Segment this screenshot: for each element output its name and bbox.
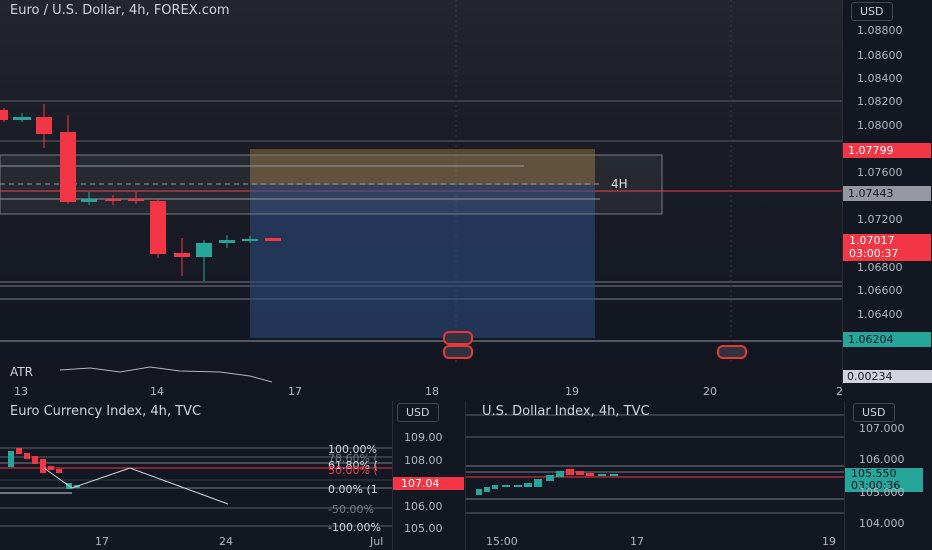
time-axis[interactable]: 13 14 17 18 19 20 2 xyxy=(0,383,842,401)
price-tick: 104.000 xyxy=(859,517,905,530)
fib-label: -100.00% xyxy=(328,521,381,534)
usd-price-axis[interactable]: USD 107.000 106.000 105.550 03:00:36 105… xyxy=(844,401,932,550)
current-dash-label: 1.07443 xyxy=(843,186,931,201)
time-label: Jul xyxy=(370,535,384,548)
time-label: 17 xyxy=(95,535,109,548)
last-price-label: 1.07017 03:00:37 xyxy=(843,234,931,261)
fib-label: 78.60% ( xyxy=(328,452,378,465)
price-tick: 1.08800 xyxy=(857,24,903,37)
atr-label[interactable]: ATR xyxy=(10,365,33,379)
usd-index-title[interactable]: U.S. Dollar Index, 4h, TVC xyxy=(482,404,650,419)
atr-pane[interactable]: ATR xyxy=(0,362,842,384)
usd-index-pane[interactable]: U.S. Dollar Index, 4h, TVC 15:00 17 19 U… xyxy=(466,401,932,550)
usd-current-label: 105.550 03:00:36 xyxy=(845,468,923,492)
price-tick: 1.06400 xyxy=(857,308,903,321)
usd-current-price: 105.550 xyxy=(851,467,897,480)
price-tick: 105.000 xyxy=(859,486,905,499)
price-tick: 105.00 xyxy=(404,522,443,535)
time-label: 17 xyxy=(630,535,644,548)
main-chart-title[interactable]: Euro / U.S. Dollar, 4h, FOREX.com xyxy=(10,3,230,18)
fib-label: 0.00% (1 xyxy=(328,483,378,496)
time-label: 2 xyxy=(836,385,842,398)
fib-label: 61.80% ( xyxy=(328,459,378,472)
eur-index-title[interactable]: Euro Currency Index, 4h, TVC xyxy=(10,404,202,419)
time-label: 15:00 xyxy=(486,535,518,548)
atr-axis: 0.00234 xyxy=(842,362,932,384)
currency-button[interactable]: USD xyxy=(853,403,895,422)
flag-icon-us[interactable] xyxy=(443,345,473,359)
price-tick: 109.00 xyxy=(404,431,443,444)
price-tick: 1.06600 xyxy=(857,284,903,297)
price-tick: 1.07200 xyxy=(857,213,903,226)
main-chart-canvas[interactable] xyxy=(0,0,932,362)
price-tick: 1.06800 xyxy=(857,261,903,274)
fib-label: -50.00% xyxy=(328,503,374,516)
price-tick: 106.000 xyxy=(859,453,905,466)
stop-zone xyxy=(250,185,595,338)
time-label: 19 xyxy=(565,385,579,398)
time-label: 17 xyxy=(288,385,302,398)
price-tick: 106.00 xyxy=(404,500,443,513)
eur-index-pane[interactable]: Euro Currency Index, 4h, TVC 100.00% 78.… xyxy=(0,401,466,550)
eur-price-axis[interactable]: USD 109.00 108.00 107.04 106.00 105.00 xyxy=(392,401,465,550)
eur-current-label: 107.04 xyxy=(393,477,464,490)
upper-line-label: 1.07799 xyxy=(843,143,931,158)
time-label: 20 xyxy=(703,385,717,398)
countdown: 03:00:37 xyxy=(849,247,899,260)
currency-button[interactable]: USD xyxy=(397,403,439,422)
price-axis[interactable]: USD 1.08800 1.08600 1.08400 1.08200 1.08… xyxy=(842,0,932,362)
time-label: 19 xyxy=(822,535,836,548)
fib-label: 50.00% ( xyxy=(328,464,378,477)
price-tick: 1.08400 xyxy=(857,72,903,85)
atr-value: 0.00234 xyxy=(843,370,932,383)
price-tick: 1.08000 xyxy=(857,119,903,132)
time-label: 18 xyxy=(425,385,439,398)
price-tick: 108.00 xyxy=(404,454,443,467)
lower-line-label: 1.06204 xyxy=(843,332,931,347)
time-label: 13 xyxy=(14,385,28,398)
fib-label: 100.00% xyxy=(328,443,377,456)
main-chart-pane[interactable]: Euro / U.S. Dollar, 4h, FOREX.com 4H USD… xyxy=(0,0,932,362)
zone-label: 4H xyxy=(611,177,628,191)
price-tick: 107.000 xyxy=(859,422,905,435)
candles xyxy=(0,104,281,281)
currency-button[interactable]: USD xyxy=(851,2,893,21)
price-tick: 1.08200 xyxy=(857,95,903,108)
event-icon[interactable] xyxy=(443,331,473,345)
usd-current-time: 03:00:36 xyxy=(851,479,901,492)
last-price: 1.07017 xyxy=(849,234,895,247)
time-label: 14 xyxy=(150,385,164,398)
price-tick: 1.08600 xyxy=(857,49,903,62)
time-label: 24 xyxy=(219,535,233,548)
price-tick: 1.07600 xyxy=(857,166,903,179)
flag-icon-us-2[interactable] xyxy=(717,345,747,359)
